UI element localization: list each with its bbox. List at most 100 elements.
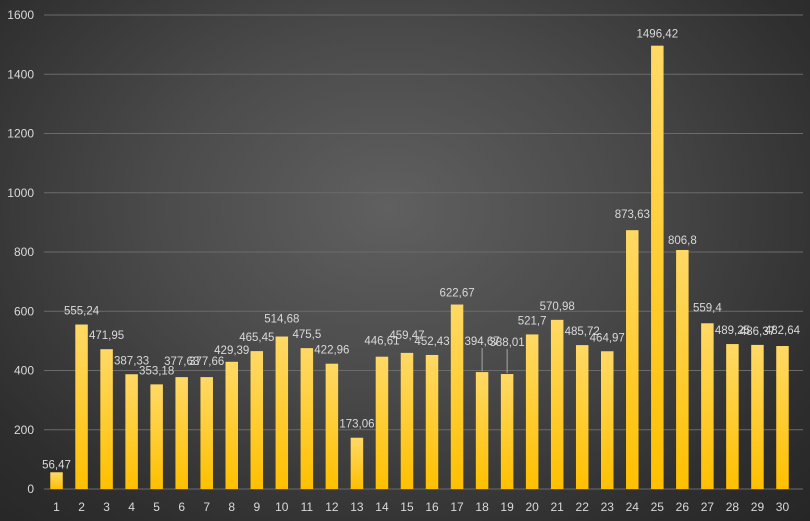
x-tick-label: 20 (525, 500, 539, 514)
y-tick-label: 1600 (7, 8, 34, 22)
data-label: 387,33 (114, 355, 149, 367)
data-label: 429,39 (214, 345, 249, 357)
bar-12 (325, 363, 339, 489)
bar-28 (726, 344, 739, 489)
x-tick-label: 30 (776, 500, 790, 514)
data-label: 485,72 (565, 326, 600, 338)
data-label: 1496,42 (637, 29, 679, 41)
x-tick-label: 28 (726, 500, 740, 514)
bar-22 (575, 345, 589, 489)
bar-13 (350, 437, 364, 489)
data-label: 377,63 (164, 356, 199, 368)
bar-18 (475, 372, 489, 489)
x-axis-ticks: 1 2 3 4 5 6 7 8 9 10 11 12 13 14 15 16 17 18 19 20 21 22 23 24 2… (53, 500, 789, 514)
data-label: 559,4 (693, 302, 722, 314)
x-tick-label: 1 (53, 500, 60, 514)
x-tick-label: 24 (626, 500, 640, 514)
y-tick-label: 1400 (7, 67, 34, 81)
y-tick-label: 800 (14, 245, 34, 259)
bar-20 (525, 334, 539, 489)
x-tick-label: 19 (500, 500, 514, 514)
bar-29 (751, 344, 764, 489)
x-tick-label: 13 (350, 500, 364, 514)
x-tick-label: 27 (701, 500, 715, 514)
bars (50, 45, 789, 489)
data-label: 422,96 (314, 345, 349, 357)
x-tick-label: 2 (78, 500, 85, 514)
bar-4 (125, 374, 138, 489)
bar-30 (776, 346, 789, 489)
bar-2 (75, 324, 88, 489)
y-tick-label: 400 (14, 364, 34, 378)
x-tick-label: 8 (228, 500, 235, 514)
data-label: 464,97 (590, 332, 625, 344)
y-tick-label: 1000 (7, 186, 34, 200)
bar-21 (550, 319, 564, 489)
x-tick-label: 3 (103, 500, 110, 514)
x-tick-label: 23 (601, 500, 615, 514)
x-tick-label: 29 (751, 500, 765, 514)
data-label: 475,5 (292, 329, 321, 341)
data-label: 173,06 (339, 419, 374, 431)
bar-5 (150, 384, 163, 489)
data-label: 446,61 (364, 336, 399, 348)
data-label: 56,47 (42, 459, 71, 471)
data-label: 555,24 (64, 306, 100, 318)
bar-14 (375, 356, 389, 489)
data-label: 471,95 (89, 330, 124, 342)
bar-16 (425, 354, 439, 489)
data-label: 489,25 (715, 325, 750, 337)
x-tick-label: 5 (153, 500, 160, 514)
bar-1 (50, 472, 63, 489)
x-tick-label: 10 (275, 500, 289, 514)
x-tick-label: 4 (128, 500, 135, 514)
data-label: 353,18 (139, 365, 174, 377)
x-tick-label: 21 (551, 500, 565, 514)
bar-17 (450, 304, 464, 489)
bar-8 (225, 361, 238, 489)
y-tick-label: 1200 (7, 127, 34, 141)
bar-9 (250, 351, 264, 489)
data-label: 377,66 (189, 356, 224, 368)
gridlines (44, 14, 803, 490)
bar-23 (601, 351, 614, 489)
bar-7 (200, 377, 213, 489)
data-label: 459,47 (389, 330, 424, 342)
y-tick-label: 0 (27, 482, 34, 496)
bar-10 (275, 336, 289, 489)
x-tick-label: 12 (325, 500, 339, 514)
data-label: 873,63 (615, 209, 650, 221)
y-axis-ticks: 0 200 400 600 800 1000 1200 1400 1600 (7, 8, 34, 496)
bar-25 (651, 45, 664, 489)
x-tick-label: 14 (375, 500, 389, 514)
x-tick-label: 16 (425, 500, 439, 514)
data-label: 486,37 (740, 326, 775, 338)
bar-11 (300, 348, 314, 489)
data-label: 514,68 (264, 314, 299, 326)
x-tick-label: 18 (475, 500, 489, 514)
bar-3 (100, 349, 113, 489)
x-tick-label: 26 (676, 500, 690, 514)
bar-24 (626, 230, 639, 489)
data-label: 521,7 (518, 315, 547, 327)
data-label: 465,45 (239, 332, 274, 344)
x-tick-label: 25 (651, 500, 665, 514)
data-labels: 56,47 555,24 471,95 387,33353,18377,63377,6… (42, 29, 801, 472)
bar-26 (676, 249, 689, 489)
x-tick-label: 7 (203, 500, 210, 514)
data-label: 394,67 (464, 336, 499, 348)
data-label: 452,43 (414, 336, 449, 348)
data-label: 806,8 (668, 235, 697, 247)
y-tick-label: 200 (14, 423, 34, 437)
x-tick-label: 6 (178, 500, 185, 514)
data-label: 622,67 (439, 288, 474, 300)
data-label: 482,64 (765, 325, 801, 337)
data-label: 388,01 (490, 337, 525, 349)
bar-15 (400, 352, 414, 489)
x-tick-label: 22 (576, 500, 590, 514)
y-tick-label: 600 (14, 304, 34, 318)
x-tick-label: 17 (450, 500, 464, 514)
x-tick-label: 9 (253, 500, 260, 514)
